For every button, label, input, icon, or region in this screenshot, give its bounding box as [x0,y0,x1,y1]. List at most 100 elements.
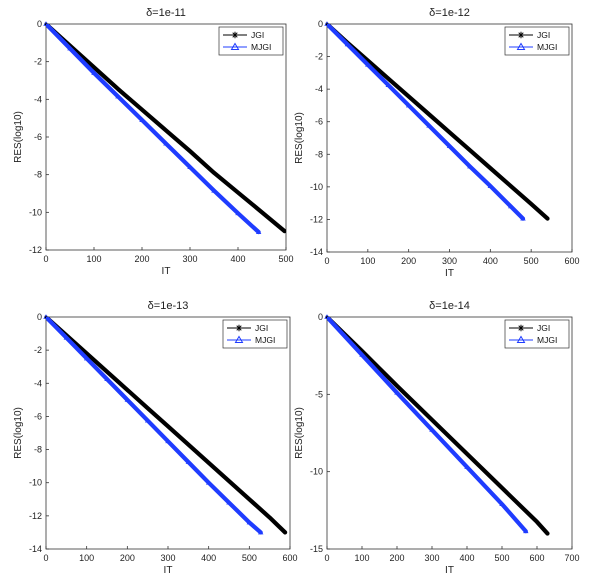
chart-3-series-jgi-point [535,520,539,524]
chart-2-ytick-label: -14 [29,544,42,554]
chart-2-ytick-label: -12 [29,511,42,521]
chart-0-xtick-label: 0 [43,254,48,264]
chart-3-ylabel: RES(log10) [294,407,305,459]
chart-2-series-mjgi-point [185,459,192,464]
chart-3-legend-box [504,319,570,349]
chart-1-series-jgi-point [386,76,390,81]
chart-1-series-jgi-point [488,166,492,170]
chart-1-series-mjgi-point [324,21,330,26]
chart-1-legend-mjgi-label: MJGI [537,42,557,52]
chart-3-series-mjgi-point [429,427,435,432]
chart-3-xtick-label: 100 [354,553,369,563]
chart-3-title: δ=1e-14 [429,300,470,312]
chart-2-series-mjgi-point [43,314,49,319]
chart-2-ytick-label: 0 [37,312,42,322]
chart-0-series-mjgi-point [91,70,97,75]
chart-3-series-mjgi-point [464,464,470,469]
chart-1-xtick-label: 500 [524,256,539,266]
chart-3-ytick-label: -10 [310,467,323,477]
chart-3-series-mjgi-point [324,314,330,319]
chart-2-ytick-label: -8 [34,445,42,455]
chart-2-ylabel: RES(log10) [13,407,24,459]
chart-0-xtick-label: 500 [278,254,293,264]
chart-2-ytick-label: -10 [29,478,42,488]
chart-3-series-jgi-point [545,531,550,536]
chart-1-series-jgi-point [427,112,431,116]
chart-2-xtick-label: 600 [282,553,297,563]
chart-2-series-jgi-point [146,406,150,410]
chart-0-legend: JGI MJGI [218,26,284,56]
chart-2-series-jgi-point [105,370,109,374]
chart-0-ytick-label: -2 [34,57,42,67]
chart-2-series-mjgi-line [46,317,263,535]
chart-2-ytick-label: -2 [34,345,42,355]
chart-2-title: δ=1e-13 [148,300,189,312]
chart-0-series-mjgi-point [211,187,217,193]
chart-1-series-jgi-point [407,94,411,99]
chart-1-legend-jgi-marker [517,31,525,39]
chart-1: δ=1e-12 0 100 200 300 400 500 600 0 -2 -4 -6 -8 -10 -1… [294,7,580,279]
chart-3-xtick-label: 600 [529,553,544,563]
chart-3-ytick-label: -15 [310,544,323,554]
chart-1-ylabel: RES(log10) [294,112,305,164]
chart-2-series-jgi-point [283,530,287,535]
chart-1-series-jgi-point [545,217,550,221]
chart-2-series-mjgi-point [165,438,171,444]
chart-0-series-jgi-point [282,229,287,233]
chart-2-xtick-label: 400 [201,553,216,563]
chart-0-series-jgi-point [260,210,264,214]
chart-1-series-mjgi-point [520,215,526,221]
chart-0-series-mjgi-point [67,45,73,51]
chart-0-ytick-label: -6 [34,132,42,142]
chart-3-series-mjgi-point [394,389,400,395]
chart-0-series-mjgi-point [139,117,145,122]
chart-1-series-mjgi-point [405,102,412,108]
chart-0-series-jgi-point [140,108,144,112]
chart-0-series-mjgi-point [235,210,241,216]
chart-1-legend-box [504,26,570,56]
chart-0-xlabel: IT [162,266,171,277]
chart-3-legend-mjgi-label: MJGI [537,335,557,345]
chart-1-xtick-label: 300 [442,256,457,266]
chart-2-series-mjgi-point [226,499,232,505]
chart-0-series-jgi-point [188,149,192,153]
chart-2-series-jgi-point [125,388,129,392]
chart-3-ytick-label: 0 [318,312,323,322]
chart-2-series-mjgi-point [144,417,151,423]
chart-1-series-mjgi-line [327,24,526,221]
chart-0-series-mjgi-point [163,140,169,146]
chart-2: δ=1e-13 0 100 200 300 400 500 600 0 -2 -4 -6 -8 -10 -1… [13,300,298,576]
chart-2-ytick-label: -4 [34,378,42,388]
chart-3-xtick-label: 400 [459,553,474,563]
chart-0-series-jgi-point [236,190,240,195]
chart-1-xtick-label: 600 [564,256,579,266]
chart-1-series-mjgi-point [508,203,514,209]
chart-0-xtick-label: 400 [230,254,245,264]
chart-1-series-jgi-line [327,24,550,221]
chart-2-series-mjgi-point [246,519,253,525]
chart-0-xtick-label: 100 [86,254,101,264]
chart-1-series-jgi-point [529,202,533,206]
chart-3-series-jgi-point [430,418,434,422]
chart-0-ytick-label: -8 [34,170,42,180]
chart-3-legend-mjgi-marker [516,335,526,343]
chart-3-xtick-label: 300 [424,553,439,563]
chart-2-legend-mjgi-label: MJGI [255,335,275,345]
chart-0-series-jgi-point [116,87,120,91]
chart-1-legend-mjgi-marker [516,42,526,50]
chart-3-legend-jgi-label: JGI [537,323,550,333]
chart-3-xtick-label: 700 [564,553,579,563]
chart-1-series-mjgi-point [365,61,371,67]
chart-0-legend-jgi-marker [231,31,239,39]
chart-3-legend-jgi-marker [517,324,525,332]
chart-2-series-jgi-point [207,461,211,465]
chart-3-series-jgi-point [465,452,469,456]
chart-3-series-mjgi-point [523,528,529,534]
chart-0-series-jgi-point [92,65,96,69]
chart-1-legend-jgi-label: JGI [537,30,550,40]
chart-1-ytick-label: -4 [315,84,323,94]
chart-2-series-jgi-point [227,479,231,483]
chart-0-xtick-label: 200 [134,254,149,264]
chart-2-legend-mjgi-marker [234,335,244,343]
chart-2-series-mjgi-point [205,479,212,485]
